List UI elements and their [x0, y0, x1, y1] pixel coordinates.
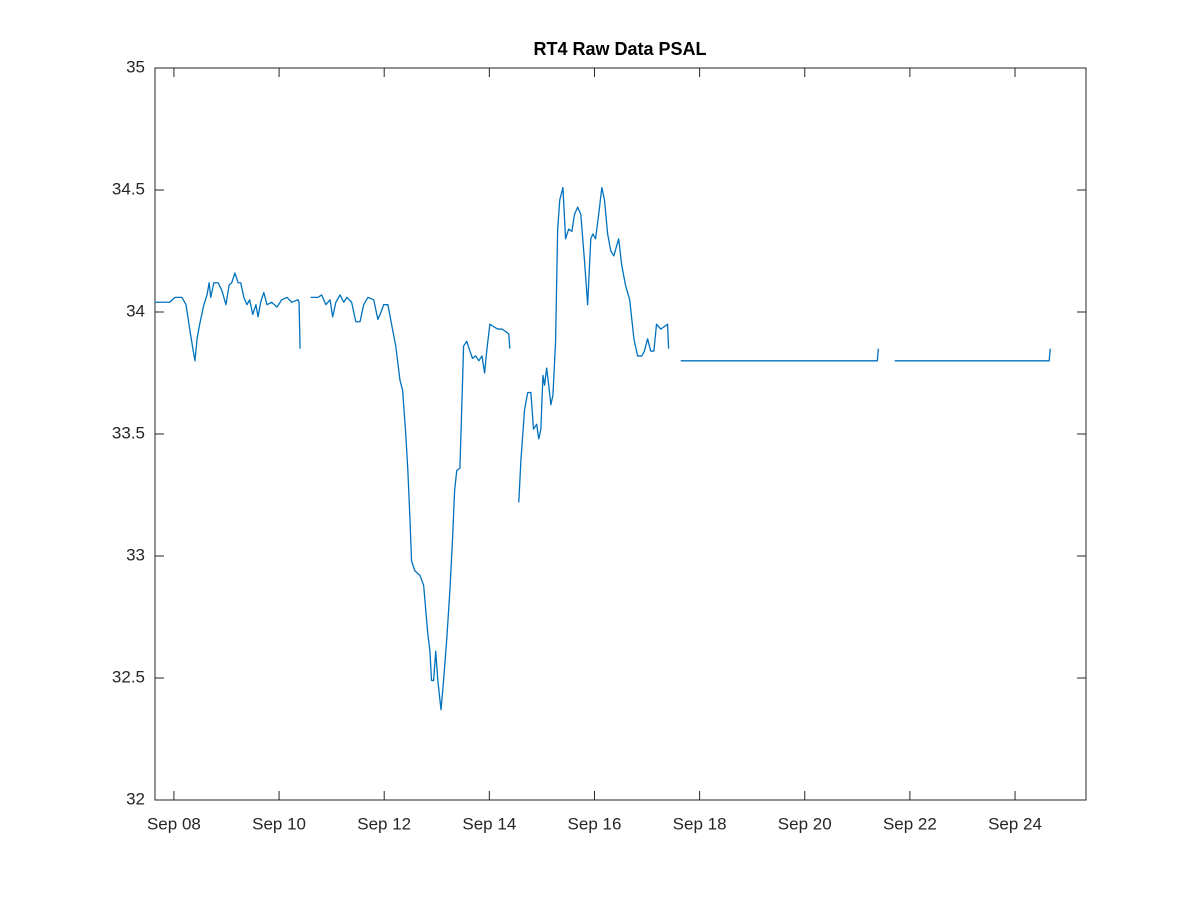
y-tick-label: 33 [126, 545, 145, 564]
y-tick-label: 33.5 [112, 423, 145, 442]
chart-title: RT4 Raw Data PSAL [533, 39, 706, 59]
x-tick-label: Sep 18 [673, 814, 727, 833]
y-tick-label: 32 [126, 789, 145, 808]
y-tick-label: 32.5 [112, 667, 145, 686]
x-tick-label: Sep 12 [357, 814, 411, 833]
x-tick-label: Sep 22 [883, 814, 937, 833]
x-tick-label: Sep 14 [462, 814, 516, 833]
x-tick-label: Sep 20 [778, 814, 832, 833]
data-line [155, 186, 1051, 711]
y-tick-label: 34 [126, 301, 145, 320]
x-tick-label: Sep 10 [252, 814, 306, 833]
x-tick-label: Sep 16 [568, 814, 622, 833]
y-tick-label: 35 [126, 57, 145, 76]
x-tick-label: Sep 24 [988, 814, 1042, 833]
y-tick-label: 34.5 [112, 179, 145, 198]
x-tick-label: Sep 08 [147, 814, 201, 833]
